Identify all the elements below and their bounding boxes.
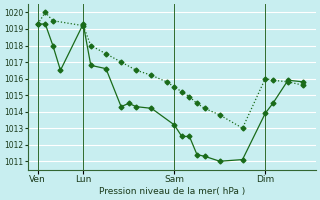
X-axis label: Pression niveau de la mer( hPa ): Pression niveau de la mer( hPa )	[99, 187, 245, 196]
